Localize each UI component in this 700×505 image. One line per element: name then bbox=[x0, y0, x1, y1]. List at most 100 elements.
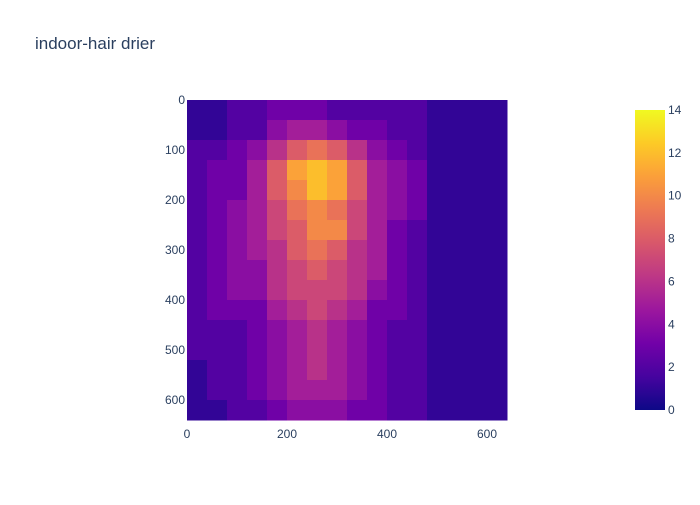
heatmap-cell bbox=[487, 240, 508, 261]
heatmap-cell bbox=[467, 200, 488, 221]
heatmap-cell bbox=[467, 120, 488, 141]
heatmap-cell bbox=[327, 100, 348, 121]
heatmap-cell bbox=[427, 280, 448, 301]
heatmap-cell bbox=[227, 320, 248, 341]
heatmap-cell bbox=[207, 280, 228, 301]
heatmap-cell bbox=[307, 240, 328, 261]
heatmap-cell bbox=[247, 200, 268, 221]
heatmap-cell bbox=[327, 280, 348, 301]
heatmap-cell bbox=[227, 120, 248, 141]
heatmap-cell bbox=[307, 180, 328, 201]
heatmap-cell bbox=[207, 340, 228, 361]
heatmap-cell bbox=[187, 100, 208, 121]
heatmap-cell bbox=[267, 200, 288, 221]
heatmap-cell bbox=[367, 360, 388, 381]
heatmap-cell bbox=[347, 100, 368, 121]
heatmap-cell bbox=[187, 360, 208, 381]
heatmap-cell bbox=[207, 400, 228, 421]
heatmap-cell bbox=[447, 120, 468, 141]
heatmap-cell bbox=[387, 400, 408, 421]
heatmap-cell bbox=[447, 280, 468, 301]
heatmap-cell bbox=[427, 220, 448, 241]
heatmap-cell bbox=[187, 200, 208, 221]
heatmap-cell bbox=[367, 400, 388, 421]
colorbar-tick-label: 0 bbox=[668, 403, 675, 417]
heatmap-cell bbox=[387, 100, 408, 121]
heatmap-cell bbox=[407, 320, 428, 341]
heatmap-cell bbox=[387, 340, 408, 361]
colorbar-tick-label: 8 bbox=[668, 232, 675, 246]
heatmap-cell bbox=[487, 280, 508, 301]
heatmap-cell bbox=[447, 160, 468, 181]
heatmap-cell bbox=[487, 220, 508, 241]
heatmap-cell bbox=[287, 280, 308, 301]
heatmap-cell bbox=[287, 360, 308, 381]
heatmap-cell bbox=[327, 200, 348, 221]
heatmap-cell bbox=[387, 160, 408, 181]
heatmap-cell bbox=[427, 400, 448, 421]
heatmap-cells bbox=[187, 100, 508, 421]
heatmap-cell bbox=[307, 220, 328, 241]
heatmap-cell bbox=[367, 180, 388, 201]
heatmap-cell bbox=[367, 160, 388, 181]
heatmap-cell bbox=[447, 380, 468, 401]
heatmap-cell bbox=[187, 240, 208, 261]
heatmap-cell bbox=[247, 140, 268, 161]
heatmap-cell bbox=[207, 300, 228, 321]
colorbar-tick-label: 6 bbox=[668, 274, 675, 288]
heatmap-cell bbox=[347, 160, 368, 181]
heatmap-cell bbox=[307, 380, 328, 401]
heatmap-cell bbox=[447, 100, 468, 121]
heatmap-cell bbox=[407, 300, 428, 321]
heatmap-cell bbox=[367, 380, 388, 401]
heatmap-cell bbox=[227, 360, 248, 381]
heatmap-cell bbox=[247, 220, 268, 241]
heatmap-cell bbox=[407, 220, 428, 241]
heatmap-cell bbox=[227, 100, 248, 121]
heatmap-cell bbox=[307, 360, 328, 381]
heatmap-cell bbox=[247, 300, 268, 321]
heatmap-cell bbox=[287, 160, 308, 181]
heatmap-cell bbox=[347, 300, 368, 321]
heatmap-cell bbox=[187, 320, 208, 341]
heatmap-cell bbox=[407, 380, 428, 401]
heatmap-cell bbox=[207, 220, 228, 241]
heatmap-cell bbox=[227, 400, 248, 421]
heatmap-cell bbox=[327, 380, 348, 401]
colorbar-tick-label: 12 bbox=[668, 146, 682, 160]
heatmap-cell bbox=[187, 400, 208, 421]
heatmap-cell bbox=[387, 280, 408, 301]
heatmap-cell bbox=[227, 380, 248, 401]
heatmap-cell bbox=[467, 380, 488, 401]
heatmap-cell bbox=[227, 240, 248, 261]
heatmap-cell bbox=[267, 260, 288, 281]
heatmap-cell bbox=[467, 340, 488, 361]
heatmap-cell bbox=[407, 180, 428, 201]
heatmap-cell bbox=[187, 260, 208, 281]
heatmap-cell bbox=[467, 240, 488, 261]
heatmap-cell bbox=[327, 160, 348, 181]
heatmap-cell bbox=[407, 280, 428, 301]
heatmap-cell bbox=[467, 220, 488, 241]
colorbar-tick-label: 2 bbox=[668, 360, 675, 374]
heatmap-cell bbox=[447, 300, 468, 321]
heatmap-cell bbox=[367, 320, 388, 341]
heatmap-cell bbox=[287, 240, 308, 261]
heatmap-cell bbox=[387, 200, 408, 221]
y-tick-label: 600 bbox=[165, 393, 185, 407]
heatmap-cell bbox=[487, 100, 508, 121]
heatmap-cell bbox=[407, 100, 428, 121]
heatmap-cell bbox=[307, 100, 328, 121]
heatmap-cell bbox=[347, 220, 368, 241]
heatmap-cell bbox=[467, 180, 488, 201]
heatmap-cell bbox=[267, 240, 288, 261]
heatmap-cell bbox=[407, 240, 428, 261]
heatmap-cell bbox=[207, 120, 228, 141]
heatmap-cell bbox=[447, 320, 468, 341]
heatmap-cell bbox=[207, 200, 228, 221]
heatmap-cell bbox=[367, 280, 388, 301]
heatmap-cell bbox=[267, 280, 288, 301]
heatmap-cell bbox=[247, 380, 268, 401]
heatmap-cell bbox=[327, 220, 348, 241]
